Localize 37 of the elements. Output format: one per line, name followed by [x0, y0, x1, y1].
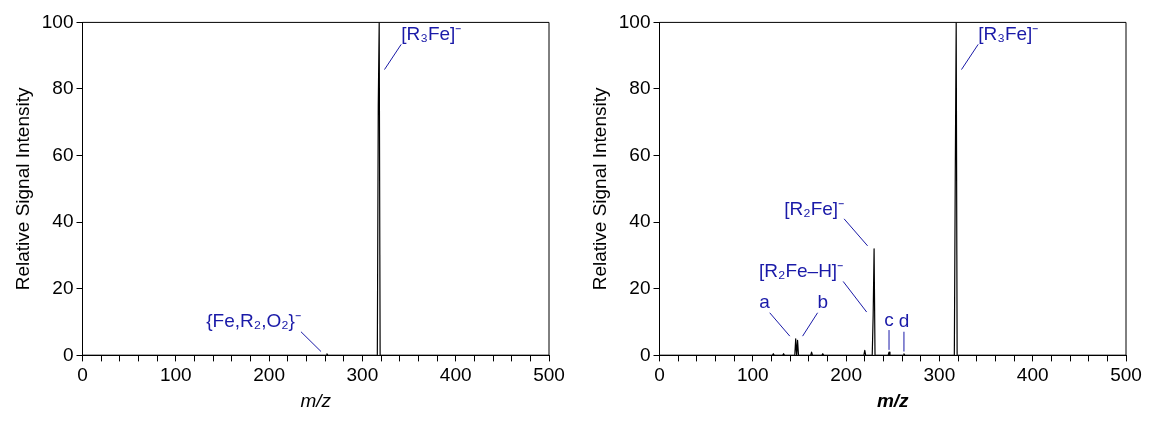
- y-tick-label: 0: [62, 343, 74, 365]
- annotation: b: [817, 291, 829, 313]
- x-tick-label: 400: [1016, 364, 1049, 386]
- x-tick-label: 0: [654, 364, 665, 386]
- annotation: {Fe,R₂,O₂}⁻: [206, 310, 301, 332]
- annotation: [R₃Fe]⁻: [401, 23, 462, 45]
- y-tick-label: 60: [629, 143, 651, 165]
- annotation: [R₃Fe]⁻: [978, 23, 1039, 45]
- y-tick-label: 80: [52, 77, 74, 99]
- x-tick-label: 500: [1110, 364, 1142, 386]
- y-tick-label: 20: [629, 277, 651, 299]
- y-tick-label: 20: [52, 277, 74, 299]
- annotation: a: [759, 291, 771, 313]
- y-tick-label: 80: [629, 77, 651, 99]
- y-tick-label: 0: [639, 343, 651, 365]
- y-tick-label: 100: [618, 10, 651, 32]
- annotation: c: [884, 308, 894, 330]
- x-tick-label: 0: [77, 364, 88, 386]
- y-tick-label: 40: [629, 210, 651, 232]
- y-axis-title: Relative Signal Intensity: [588, 87, 610, 291]
- y-tick-label: 100: [41, 10, 74, 32]
- x-tick-label: 100: [736, 364, 769, 386]
- x-tick-label: 200: [830, 364, 862, 386]
- x-tick-label: 500: [533, 364, 565, 386]
- y-axis-title: Relative Signal Intensity: [11, 87, 33, 291]
- annotation: d: [898, 310, 910, 332]
- x-tick-label: 200: [253, 364, 285, 386]
- x-tick-label: 300: [346, 364, 379, 386]
- x-tick-label: 300: [923, 364, 956, 386]
- annotation: [R₂Fe–H]⁻: [759, 260, 844, 282]
- y-tick-label: 40: [52, 210, 74, 232]
- x-axis-title: m/z: [876, 389, 910, 411]
- x-tick-label: 400: [439, 364, 472, 386]
- x-tick-label: 100: [159, 364, 192, 386]
- y-tick-label: 60: [52, 143, 74, 165]
- x-axis-title: m/z: [300, 389, 332, 411]
- annotation: [R₂Fe]⁻: [784, 197, 845, 219]
